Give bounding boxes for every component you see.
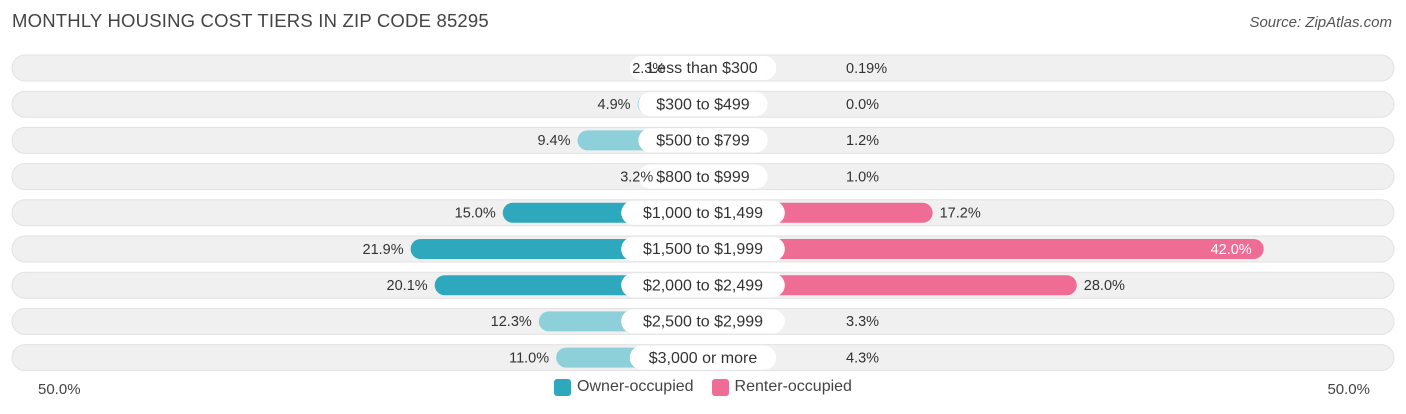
source-credit: Source: ZipAtlas.com bbox=[1249, 14, 1392, 31]
legend-item-owner[interactable]: Owner-occupied bbox=[554, 378, 694, 396]
category-label: $1,000 to $1,499 bbox=[643, 205, 763, 222]
category-label: $2,500 to $2,999 bbox=[643, 314, 763, 331]
legend-item-renter[interactable]: Renter-occupied bbox=[711, 378, 852, 396]
owner-value-label: 15.0% bbox=[455, 206, 496, 222]
category-label-bg bbox=[629, 56, 777, 80]
category-label: $3,000 or more bbox=[649, 350, 758, 367]
owner-value-label: 3.2% bbox=[620, 169, 653, 185]
category-label: $800 to $999 bbox=[656, 169, 750, 186]
category-label-bg bbox=[621, 273, 785, 298]
renter-bar bbox=[703, 239, 1264, 259]
category-label-bg bbox=[621, 309, 785, 334]
owner-value-label: 11.0% bbox=[509, 350, 549, 366]
category-label-bg bbox=[621, 237, 785, 261]
renter-bar bbox=[703, 275, 1077, 296]
category-label: $300 to $499 bbox=[656, 96, 750, 113]
category-label: $500 to $799 bbox=[656, 133, 750, 150]
owner-value-label: 4.9% bbox=[598, 97, 631, 113]
category-label-bg bbox=[629, 345, 777, 370]
category-label-bg bbox=[638, 128, 768, 153]
owner-value-label: 12.3% bbox=[491, 314, 532, 330]
axis-right-label: 50.0% bbox=[1327, 381, 1370, 398]
category-label: $1,500 to $1,999 bbox=[643, 241, 763, 258]
renter-value-label: 0.19% bbox=[846, 61, 887, 77]
owner-value-label: 2.3% bbox=[632, 61, 665, 77]
renter-value-label: 1.2% bbox=[846, 133, 879, 149]
renter-value-label: 1.0% bbox=[846, 169, 879, 185]
category-label-bg bbox=[638, 164, 768, 189]
category-label: Less than $300 bbox=[648, 60, 758, 77]
legend-renter-label: Renter-occupied bbox=[734, 378, 852, 395]
renter-value-label: 4.3% bbox=[846, 350, 879, 366]
category-label-bg bbox=[621, 200, 785, 225]
renter-value-label: 42.0% bbox=[1211, 242, 1252, 258]
owner-value-label: 21.9% bbox=[363, 242, 404, 258]
legend: Owner-occupied Renter-occupied bbox=[0, 378, 1406, 396]
renter-swatch-icon bbox=[711, 378, 729, 396]
owner-value-label: 20.1% bbox=[387, 278, 428, 294]
renter-value-label: 17.2% bbox=[940, 206, 981, 222]
category-label-bg bbox=[638, 92, 768, 117]
renter-value-label: 3.3% bbox=[846, 314, 879, 330]
owner-swatch-icon bbox=[554, 378, 572, 396]
axis-left-label: 50.0% bbox=[38, 381, 81, 398]
chart-title: MONTHLY HOUSING COST TIERS IN ZIP CODE 8… bbox=[12, 10, 489, 31]
owner-value-label: 9.4% bbox=[537, 133, 570, 149]
renter-value-label: 0.0% bbox=[846, 97, 879, 113]
renter-value-label: 28.0% bbox=[1084, 278, 1125, 294]
category-label: $2,000 to $2,499 bbox=[643, 277, 763, 294]
legend-owner-label: Owner-occupied bbox=[577, 378, 694, 395]
